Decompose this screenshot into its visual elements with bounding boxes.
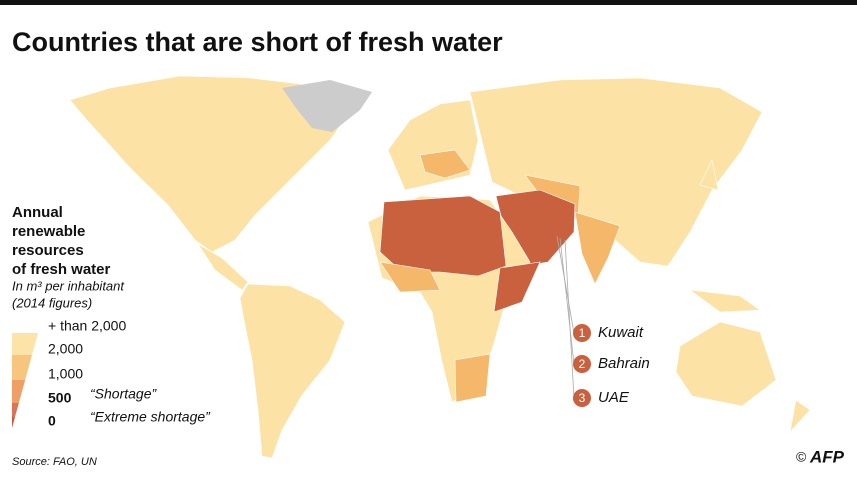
legend-subtitle: In m³ per inhabitant	[12, 278, 125, 293]
legend-swatch	[12, 403, 19, 417]
legend-title: Annual	[12, 204, 63, 221]
legend-subtitle: (2014 figures)	[12, 295, 92, 310]
legend-note: “Shortage”	[90, 386, 157, 402]
legend-title: resources	[12, 242, 84, 259]
legend-title: renewable	[12, 223, 85, 240]
title: Countries that are short of fresh water	[12, 27, 503, 57]
callout-label: Kuwait	[598, 324, 644, 341]
source: Source: FAO, UN	[12, 456, 97, 468]
legend-swatch	[12, 417, 16, 428]
callout-number: 3	[579, 391, 586, 405]
legend-title: of fresh water	[12, 261, 111, 278]
world-map	[69, 75, 811, 459]
legend-level: + than 2,000	[48, 318, 126, 334]
callout-marker	[573, 355, 591, 373]
legend-swatch	[12, 380, 26, 403]
legend-level: 2,000	[48, 341, 83, 357]
callout-number: 1	[579, 326, 586, 340]
callouts: 1 Kuwait 2 Bahrain 3 UAE	[573, 324, 650, 407]
legend-swatch	[12, 355, 32, 380]
legend-level: 0	[48, 413, 56, 429]
logo: AFP	[809, 447, 845, 466]
legend-level: 1,000	[48, 366, 83, 382]
credit: ©	[796, 449, 807, 465]
legend: Annual renewable resources of fresh wate…	[12, 204, 211, 429]
legend-level: 500	[48, 390, 72, 406]
legend-note: “Extreme shortage”	[90, 409, 211, 425]
callout-label: Bahrain	[598, 355, 650, 372]
callout-marker	[573, 389, 591, 407]
top-bar	[0, 0, 857, 5]
legend-swatch	[12, 333, 38, 355]
callout-label: UAE	[598, 389, 630, 406]
callout-number: 2	[579, 357, 586, 371]
callout-marker	[573, 324, 591, 342]
